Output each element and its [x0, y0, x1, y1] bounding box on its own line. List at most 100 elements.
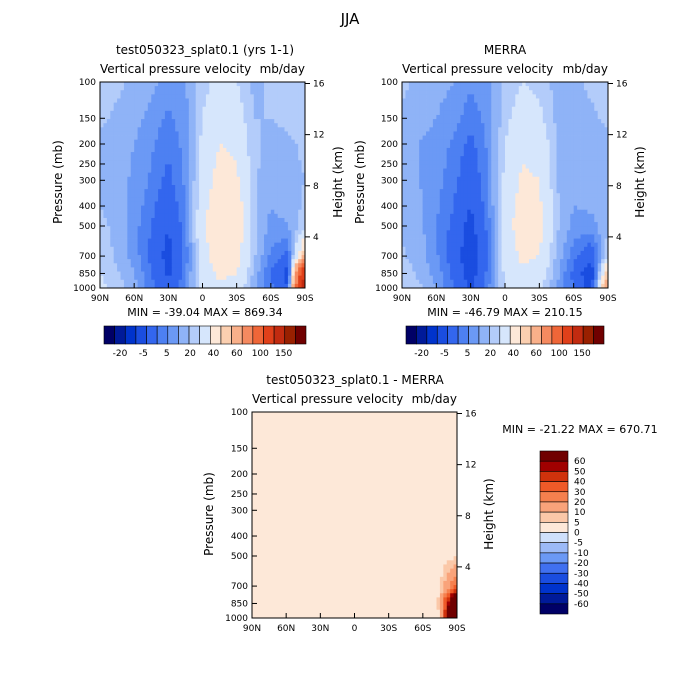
heatmap-cell	[436, 114, 441, 120]
heatmap-cell	[439, 123, 444, 128]
heatmap-cell	[161, 156, 166, 161]
heatmap-cell	[546, 176, 551, 182]
heatmap-cell	[415, 86, 420, 91]
heatmap-cell	[117, 180, 121, 186]
heatmap-cell	[175, 283, 179, 289]
heatmap-cell	[120, 168, 125, 174]
heatmap-cell	[240, 217, 244, 223]
heatmap-cell	[405, 156, 410, 161]
heatmap-cell	[542, 110, 547, 116]
heatmap-cell	[236, 135, 241, 141]
panel-subtitle-right: mb/day	[260, 62, 305, 76]
heatmap-cell	[294, 267, 299, 272]
heatmap-cell	[123, 94, 128, 99]
heatmap-cell	[467, 90, 472, 95]
heatmap-cell	[134, 102, 138, 108]
heatmap-cell	[264, 193, 268, 198]
heatmap-cell	[127, 86, 132, 91]
heatmap-cell	[154, 176, 159, 182]
heatmap-cell	[419, 94, 423, 99]
heatmap-cell	[199, 123, 203, 128]
heatmap-cell	[106, 94, 111, 99]
heatmap-cell	[158, 234, 162, 239]
heatmap-cell	[515, 131, 520, 136]
heatmap-cell	[422, 160, 427, 165]
heatmap-cell	[484, 205, 489, 211]
heatmap-cell	[505, 139, 509, 145]
heatmap-cell	[291, 123, 296, 128]
heatmap-cell	[212, 250, 217, 256]
heatmap-cell	[147, 86, 152, 91]
heatmap-cell	[535, 176, 540, 182]
heatmap-cell	[123, 234, 128, 239]
heatmap-cell	[243, 139, 248, 145]
heatmap-cell	[518, 160, 523, 165]
heatmap-cell	[267, 271, 272, 277]
heatmap-cell	[127, 160, 132, 165]
heatmap-cell	[484, 156, 489, 161]
heatmap-cell	[199, 106, 203, 112]
heatmap-cell	[182, 139, 186, 145]
heatmap-cell	[158, 271, 162, 277]
heatmap-cell	[408, 189, 413, 194]
heatmap-cell	[301, 176, 306, 182]
heatmap-cell	[147, 242, 152, 248]
heatmap-cell	[291, 275, 296, 281]
heatmap-cell	[209, 143, 214, 149]
colorbar-swatch	[273, 325, 286, 345]
heatmap-cell	[117, 119, 121, 124]
heatmap-cell	[270, 201, 275, 206]
heatmap-cell	[192, 267, 197, 272]
heatmap-cell	[277, 106, 282, 112]
heatmap-cell	[535, 160, 540, 165]
heatmap-cell	[147, 90, 152, 95]
heatmap-cell	[436, 160, 441, 165]
heatmap-cell	[134, 119, 138, 124]
heatmap-cell	[590, 127, 595, 132]
heatmap-cell	[192, 119, 197, 124]
heatmap-cell	[120, 189, 125, 194]
heatmap-cell	[477, 180, 482, 186]
heatmap-cell	[580, 114, 585, 120]
heatmap-cell	[563, 189, 568, 194]
heatmap-cell	[134, 205, 138, 211]
heatmap-cell	[491, 176, 496, 182]
heatmap-cell	[110, 106, 115, 112]
heatmap-cell	[120, 172, 125, 178]
heatmap-cell	[284, 238, 289, 244]
heatmap-cell	[277, 234, 282, 239]
heatmap-cell	[604, 82, 609, 87]
heatmap-cell	[212, 123, 217, 128]
heatmap-cell	[487, 160, 492, 165]
heatmap-cell	[467, 176, 472, 182]
heatmap-cell	[257, 172, 261, 178]
heatmap-cell	[270, 143, 275, 149]
heatmap-cell	[460, 205, 465, 211]
heatmap-cell	[229, 197, 234, 202]
heatmap-cell	[590, 106, 595, 112]
heatmap-cell	[199, 180, 203, 186]
heatmap-cell	[573, 156, 578, 161]
heatmap-cell	[405, 176, 410, 182]
heatmap-cell	[429, 98, 434, 103]
x-tick-label: 0	[200, 294, 206, 304]
heatmap-cell	[219, 209, 224, 215]
heatmap-cell	[450, 82, 454, 87]
heatmap-cell	[453, 114, 458, 120]
heatmap-cell	[199, 143, 203, 149]
heatmap-cell	[236, 230, 241, 235]
heatmap-cell	[175, 86, 179, 91]
heatmap-cell	[137, 205, 142, 211]
heatmap-cell	[103, 131, 108, 136]
heatmap-cell	[546, 135, 551, 141]
heatmap-cell	[529, 119, 533, 124]
heatmap-cell	[178, 201, 183, 206]
heatmap-cell	[219, 234, 224, 239]
heatmap-cell	[164, 147, 169, 153]
heatmap-cell	[260, 246, 265, 252]
heatmap-cell	[601, 156, 605, 161]
heatmap-cell	[270, 164, 275, 169]
heatmap-cell	[240, 102, 244, 108]
heatmap-cell	[402, 82, 406, 87]
heatmap-cell	[405, 139, 410, 145]
